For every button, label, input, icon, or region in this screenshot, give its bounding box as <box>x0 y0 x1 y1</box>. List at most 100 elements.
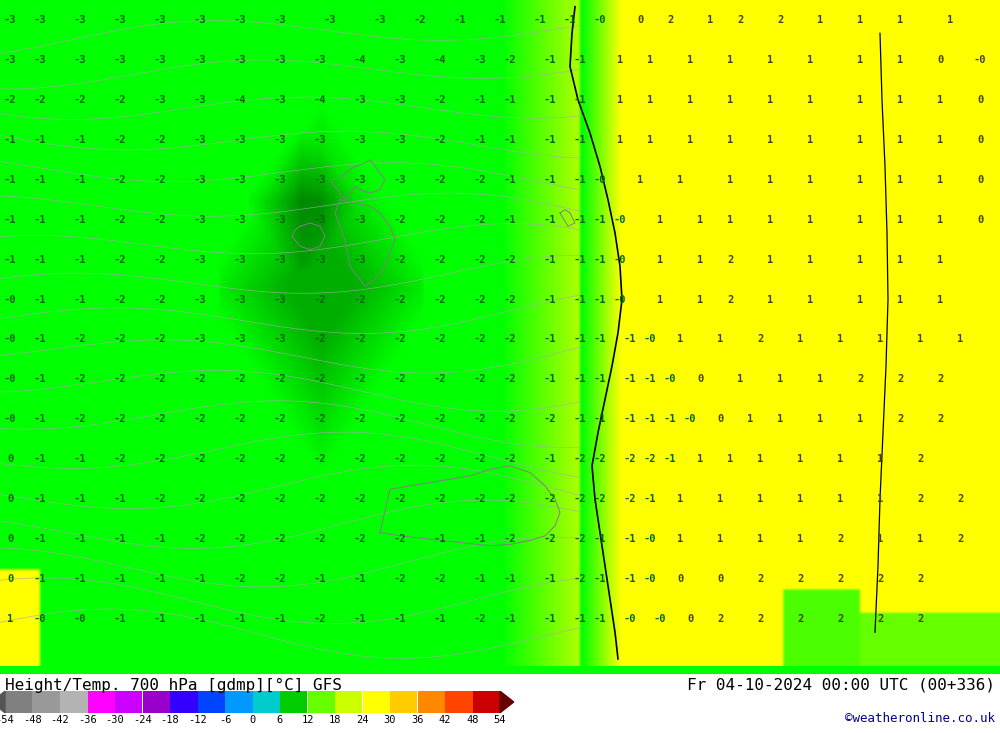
Text: -2: -2 <box>114 135 126 145</box>
Text: -3: -3 <box>274 135 286 145</box>
Text: 0: 0 <box>7 534 13 544</box>
Text: Fr 04-10-2024 00:00 UTC (00+336): Fr 04-10-2024 00:00 UTC (00+336) <box>687 678 995 693</box>
Text: -3: -3 <box>194 174 206 185</box>
Text: -2: -2 <box>314 334 326 345</box>
Text: -2: -2 <box>394 334 406 345</box>
Text: -2: -2 <box>314 454 326 464</box>
Text: -2: -2 <box>394 574 406 584</box>
Text: -2: -2 <box>574 454 586 464</box>
Text: -0: -0 <box>4 334 16 345</box>
Text: -1: -1 <box>544 454 556 464</box>
Text: -1: -1 <box>114 534 126 544</box>
Text: -2: -2 <box>194 534 206 544</box>
Text: -2: -2 <box>234 534 246 544</box>
Text: -2: -2 <box>74 334 86 345</box>
Text: 1: 1 <box>857 174 863 185</box>
Text: 2: 2 <box>917 454 923 464</box>
Text: -2: -2 <box>504 254 516 265</box>
Text: -3: -3 <box>354 254 366 265</box>
Text: -2: -2 <box>314 295 326 304</box>
Text: 1: 1 <box>937 295 943 304</box>
Text: -2: -2 <box>504 454 516 464</box>
Text: 1: 1 <box>767 295 773 304</box>
Text: -2: -2 <box>544 414 556 424</box>
Text: -1: -1 <box>504 174 516 185</box>
Text: 1: 1 <box>957 334 963 345</box>
Text: -1: -1 <box>114 494 126 504</box>
Text: 2: 2 <box>757 574 763 584</box>
Text: -1: -1 <box>4 254 16 265</box>
Text: 1: 1 <box>937 174 943 185</box>
Text: Height/Temp. 700 hPa [gdmp][°C] GFS: Height/Temp. 700 hPa [gdmp][°C] GFS <box>5 678 342 693</box>
Text: -2: -2 <box>154 334 166 345</box>
Text: -3: -3 <box>194 334 206 345</box>
Text: -2: -2 <box>314 414 326 424</box>
Text: -0: -0 <box>614 215 626 224</box>
Text: 1: 1 <box>897 135 903 145</box>
Text: 1: 1 <box>857 55 863 65</box>
Text: -4: -4 <box>434 55 446 65</box>
Text: -1: -1 <box>544 574 556 584</box>
Text: -1: -1 <box>34 174 46 185</box>
Bar <box>115 691 142 712</box>
Text: -1: -1 <box>234 614 246 624</box>
Text: -1: -1 <box>4 215 16 224</box>
Text: -1: -1 <box>274 614 286 624</box>
Text: -1: -1 <box>644 375 656 384</box>
Text: -2: -2 <box>234 375 246 384</box>
Text: 1: 1 <box>897 295 903 304</box>
Text: 1: 1 <box>677 334 683 345</box>
Text: -2: -2 <box>354 454 366 464</box>
Polygon shape <box>500 691 514 712</box>
Text: 1: 1 <box>727 174 733 185</box>
Text: 1: 1 <box>767 254 773 265</box>
Text: -2: -2 <box>154 375 166 384</box>
Text: -3: -3 <box>274 15 286 25</box>
Bar <box>143 691 170 712</box>
Text: -1: -1 <box>354 614 366 624</box>
Text: -1: -1 <box>594 614 606 624</box>
Text: -3: -3 <box>194 135 206 145</box>
Text: -1: -1 <box>594 334 606 345</box>
Text: -1: -1 <box>574 254 586 265</box>
Text: -2: -2 <box>594 494 606 504</box>
Text: 0: 0 <box>7 494 13 504</box>
Text: -3: -3 <box>394 95 406 105</box>
Text: -2: -2 <box>114 295 126 304</box>
Text: 1: 1 <box>7 614 13 624</box>
Text: -1: -1 <box>544 254 556 265</box>
Text: -2: -2 <box>234 574 246 584</box>
Text: -2: -2 <box>624 494 636 504</box>
Text: -3: -3 <box>234 15 246 25</box>
Text: 1: 1 <box>937 135 943 145</box>
Text: 1: 1 <box>937 215 943 224</box>
Text: -3: -3 <box>374 15 386 25</box>
Text: 2: 2 <box>877 614 883 624</box>
Text: -1: -1 <box>34 375 46 384</box>
Text: 1: 1 <box>897 15 903 25</box>
Text: 2: 2 <box>757 614 763 624</box>
Text: -2: -2 <box>74 95 86 105</box>
Text: -1: -1 <box>74 295 86 304</box>
Text: -2: -2 <box>574 494 586 504</box>
Text: -1: -1 <box>434 614 446 624</box>
Bar <box>445 691 473 712</box>
Text: -3: -3 <box>194 95 206 105</box>
Text: -1: -1 <box>354 574 366 584</box>
Bar <box>0 666 1000 674</box>
Polygon shape <box>0 691 5 712</box>
Text: -1: -1 <box>544 375 556 384</box>
Text: -2: -2 <box>4 95 16 105</box>
Text: 0: 0 <box>697 375 703 384</box>
Text: -0: -0 <box>614 295 626 304</box>
Text: -3: -3 <box>274 334 286 345</box>
Text: -1: -1 <box>494 15 506 25</box>
Text: -1: -1 <box>664 454 676 464</box>
Text: 1: 1 <box>917 534 923 544</box>
Text: -2: -2 <box>394 414 406 424</box>
Text: 1: 1 <box>817 15 823 25</box>
Text: 0: 0 <box>717 414 723 424</box>
Text: -3: -3 <box>74 15 86 25</box>
Text: -2: -2 <box>154 295 166 304</box>
Text: -1: -1 <box>34 534 46 544</box>
